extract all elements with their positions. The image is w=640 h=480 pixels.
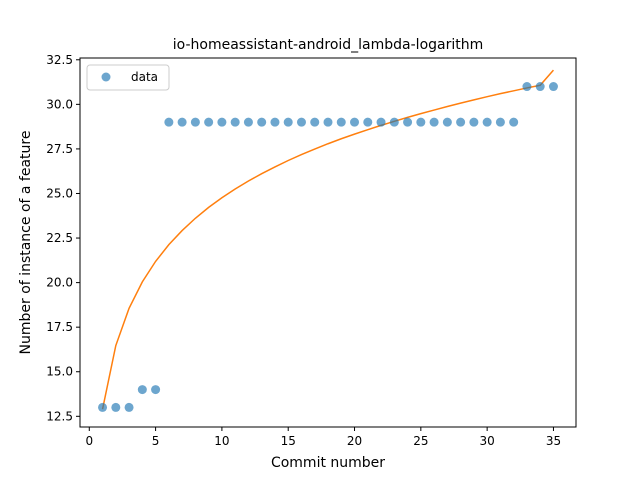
data-point: [98, 402, 108, 412]
data-point: [469, 117, 479, 127]
x-tick-label: 0: [85, 434, 93, 448]
y-tick-label: 20.0: [46, 276, 73, 290]
data-point: [243, 117, 253, 127]
data-point: [257, 117, 267, 127]
data-point: [270, 117, 280, 127]
data-point: [336, 117, 346, 127]
y-tick-label: 27.5: [46, 142, 73, 156]
data-points-group: [98, 82, 558, 412]
data-point: [137, 385, 147, 395]
axes-group: 0 5 10 15 20 25 30 35 12.5 15.0 17.5 20.0 22.5 25.0 27…: [46, 53, 577, 448]
x-tick-label: 5: [152, 434, 160, 448]
data-point: [456, 117, 466, 127]
x-tick-label: 10: [214, 434, 229, 448]
data-point: [151, 385, 161, 395]
data-point: [124, 402, 134, 412]
data-point: [509, 117, 519, 127]
y-tick-label: 15.0: [46, 365, 73, 379]
x-axis-label: Commit number: [271, 455, 385, 471]
data-point: [389, 117, 399, 127]
data-point: [442, 117, 452, 127]
data-point: [177, 117, 187, 127]
data-point: [310, 117, 320, 127]
y-axis-label: Number of instance of a feature: [18, 131, 34, 355]
x-tick-label: 30: [480, 434, 495, 448]
fit-line: [101, 69, 555, 410]
data-point: [323, 117, 333, 127]
legend-label-data: data: [131, 70, 158, 84]
plot-frame: [79, 57, 577, 428]
data-point: [548, 82, 558, 92]
y-tick-label: 30.0: [46, 97, 73, 111]
data-point: [522, 82, 532, 92]
data-point: [403, 117, 413, 127]
x-tick-label: 15: [281, 434, 296, 448]
x-tick-label: 25: [413, 434, 428, 448]
data-point: [363, 117, 373, 127]
legend: data: [86, 64, 170, 91]
data-point: [535, 82, 545, 92]
data-point: [429, 117, 439, 127]
y-tick-label: 22.5: [46, 231, 73, 245]
legend-marker-data: [101, 72, 111, 82]
y-tick-label: 12.5: [46, 409, 73, 423]
chart-title: io-homeassistant-android_lambda-logarith…: [173, 37, 484, 53]
y-tick-label: 25.0: [46, 186, 73, 200]
data-point: [482, 117, 492, 127]
data-point: [296, 117, 306, 127]
data-point: [495, 117, 505, 127]
fit-line-group: [101, 69, 555, 410]
y-tick-label: 17.5: [46, 320, 73, 334]
y-tick-label: 32.5: [46, 53, 73, 67]
legend-frame: [86, 64, 170, 91]
data-point: [230, 117, 240, 127]
x-tick-label: 35: [546, 434, 561, 448]
data-point: [164, 117, 174, 127]
data-point: [204, 117, 214, 127]
data-point: [376, 117, 386, 127]
data-point: [190, 117, 200, 127]
x-tick-label: 20: [347, 434, 362, 448]
data-point: [350, 117, 360, 127]
data-point: [217, 117, 227, 127]
data-point: [283, 117, 293, 127]
data-point: [416, 117, 426, 127]
data-point: [111, 402, 121, 412]
